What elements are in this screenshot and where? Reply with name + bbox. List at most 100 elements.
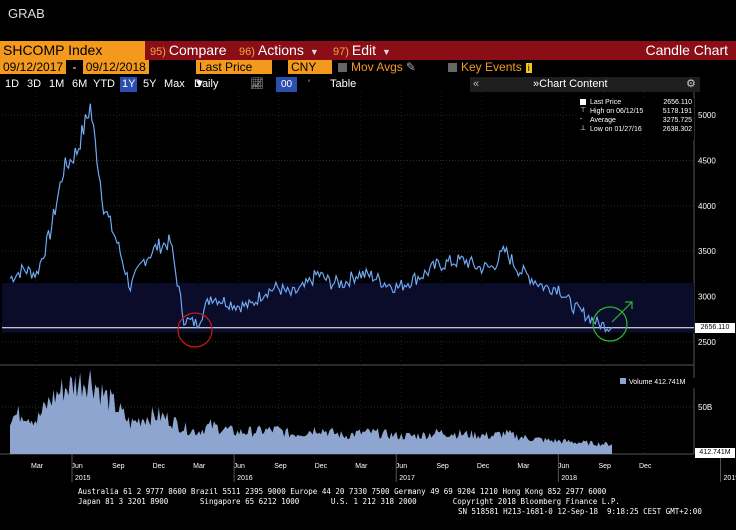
- tick-icon[interactable]: ': [308, 78, 311, 90]
- chart-legend: Last Price 2656.110 ⊤ High on 06/12/15 5178…: [576, 98, 694, 140]
- month-tick-label: Mar: [193, 463, 206, 470]
- bar-type-icon[interactable]: 00: [276, 77, 298, 92]
- ticker-field[interactable]: SHCOMP Index: [0, 41, 145, 60]
- month-tick-label: Mar: [517, 463, 530, 470]
- frequency-select[interactable]: Daily ▼: [194, 78, 219, 90]
- price-tick-label: 5000: [698, 111, 716, 120]
- volume-legend-label: Volume 412.741M: [629, 379, 686, 386]
- high-marker-icon: ⊤: [580, 107, 587, 114]
- month-tick-label: Sep: [598, 463, 611, 470]
- period-ytd[interactable]: YTD: [93, 78, 115, 90]
- period-max[interactable]: Max: [164, 78, 185, 90]
- edit-menu[interactable]: 97) Edit ▼: [333, 41, 391, 60]
- price-chart[interactable]: 2500 3000 3500 4000 4500 5000 50B Mar Jun Sep Dec…: [0, 92, 736, 484]
- year-tick-label: 2019: [724, 475, 736, 482]
- price-tick-label: 4000: [698, 202, 716, 211]
- field-select[interactable]: Last Price: [196, 60, 273, 75]
- end-date-input[interactable]: 09/12/2018: [82, 60, 149, 74]
- key-events-toggle[interactable]: Key Events i: [448, 60, 532, 75]
- month-tick-label: Mar: [31, 463, 44, 470]
- period-3d[interactable]: 3D: [27, 78, 42, 90]
- green-arrow-annotation: [611, 301, 633, 323]
- info-icon: i: [525, 63, 532, 73]
- volume-flag: 412.741M: [695, 448, 735, 458]
- actions-menu-label: Actions: [257, 42, 304, 58]
- legend-high-value: 5178.191: [662, 108, 692, 115]
- start-date-input[interactable]: 09/12/2017: [0, 60, 67, 74]
- year-tick-label: 2017: [399, 475, 415, 482]
- menu-bar: [0, 41, 736, 60]
- year-tick-label: 2018: [561, 475, 577, 482]
- price-band: [2, 282, 694, 333]
- volume-legend: Volume 412.741M: [617, 378, 695, 388]
- chart-type-title: Candle Chart: [645, 42, 729, 58]
- month-tick-label: Sep: [274, 463, 287, 470]
- month-tick-label: Jun: [558, 463, 569, 470]
- legend-average-label: Average: [590, 117, 616, 124]
- footer-session-line: SN 518581 H213-1681-0 12-Sep-18 9:18:25 …: [458, 507, 702, 516]
- price-tick-label: 3000: [698, 293, 716, 302]
- month-tick-label: Jun: [396, 463, 407, 470]
- month-tick-label: Dec: [639, 463, 652, 470]
- period-1m[interactable]: 1M: [49, 78, 65, 90]
- date-separator-icon: -: [72, 60, 77, 74]
- period-6m[interactable]: 6M: [72, 78, 88, 90]
- price-axis: 2500 3000 3500 4000 4500 5000 50B: [698, 111, 716, 412]
- legend-last-price-value: 2656.110: [663, 99, 692, 106]
- legend-high: ⊤ High on 06/12/15 5178.191: [576, 107, 694, 116]
- chart-content-label: Chart Content: [539, 78, 608, 90]
- expand-icon: »: [533, 78, 540, 90]
- month-tick-label: Dec: [315, 463, 328, 470]
- period-1d[interactable]: 1D: [5, 78, 20, 90]
- key-events-label: Key Events: [461, 60, 522, 74]
- date-range: 09/12/2017 - 09/12/2018: [0, 60, 149, 75]
- gear-icon[interactable]: ⚙: [686, 78, 696, 90]
- chart-content-button[interactable]: »Chart Content: [533, 77, 608, 92]
- window-title: GRAB: [8, 6, 45, 21]
- collapse-left-icon[interactable]: «: [473, 78, 480, 90]
- volume-area: [10, 369, 612, 454]
- price-tick-label: 2500: [698, 338, 716, 347]
- pencil-icon: ✎: [405, 60, 416, 74]
- actions-menu[interactable]: 96) Actions ▼: [239, 41, 319, 60]
- footer-contacts-line1: Australia 61 2 9777 8600 Brazil 5511 239…: [78, 487, 607, 496]
- chevron-down-icon: ▼: [382, 47, 391, 57]
- legend-high-label: High on 06/12/15: [590, 108, 644, 115]
- edit-menu-label: Edit: [351, 42, 377, 58]
- checkbox-icon: [448, 63, 457, 72]
- line-chart-icon[interactable]: 📈︎: [250, 78, 264, 90]
- period-1y[interactable]: 1Y: [120, 77, 138, 92]
- year-tick-label: 2015: [75, 475, 91, 482]
- mov-avgs-label: Mov Avgs: [351, 60, 403, 74]
- legend-last-price-label: Last Price: [590, 99, 622, 106]
- chevron-down-icon: ▼: [309, 47, 319, 57]
- year-tick-label: 2016: [237, 475, 253, 482]
- legend-last-price: Last Price 2656.110: [576, 98, 694, 107]
- square-icon: [620, 378, 626, 384]
- frequency-label: Daily: [194, 78, 219, 90]
- green-circle-annotation: [592, 306, 628, 342]
- month-tick-label: Sep: [112, 463, 125, 470]
- price-series-highlight: [9, 103, 613, 333]
- legend-average: - Average 3275.725: [576, 116, 694, 125]
- period-5y[interactable]: 5Y: [143, 78, 157, 90]
- legend-low: ⊥ Low on 01/27/16 2638.302: [576, 125, 694, 134]
- actions-menu-number: 96): [239, 46, 255, 58]
- volume-tick-label: 50B: [698, 403, 712, 412]
- month-tick-label: Dec: [153, 463, 166, 470]
- legend-low-value: 2638.302: [662, 126, 692, 133]
- red-circle-annotation: [177, 312, 213, 348]
- mov-avgs-toggle[interactable]: Mov Avgs ✎: [338, 60, 416, 75]
- chart-content-panel: [470, 77, 700, 92]
- table-button[interactable]: Table: [330, 78, 357, 90]
- legend-low-label: Low on 01/27/16: [590, 126, 642, 133]
- month-tick-label: Jun: [234, 463, 245, 470]
- currency-select-value: CNY: [288, 60, 333, 74]
- edit-menu-number: 97): [333, 46, 349, 58]
- compare-menu-number: 95): [150, 46, 166, 58]
- currency-select[interactable]: CNY: [288, 60, 333, 75]
- month-tick-label: Dec: [477, 463, 490, 470]
- compare-menu[interactable]: 95) Compare: [150, 41, 227, 60]
- legend-average-value: 3275.725: [662, 117, 692, 124]
- checkbox-icon: [338, 63, 347, 72]
